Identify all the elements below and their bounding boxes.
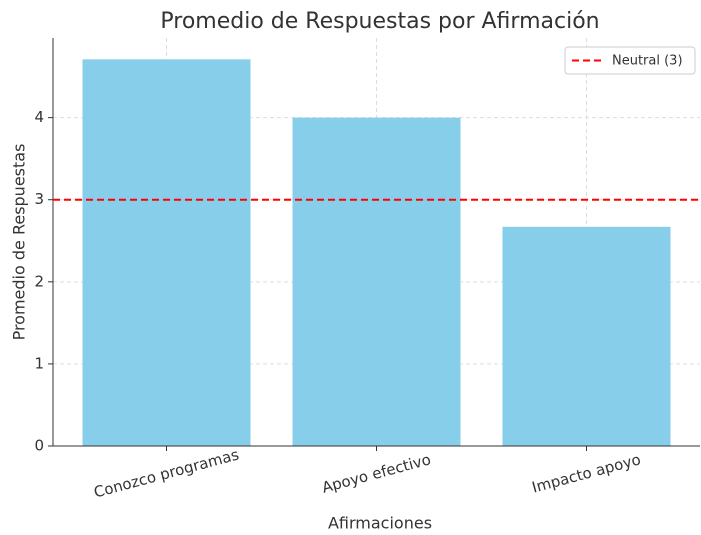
x-axis-label: Afirmaciones bbox=[328, 514, 432, 533]
y-tick-label: 2 bbox=[34, 272, 44, 290]
bar bbox=[82, 59, 251, 447]
bars bbox=[82, 59, 671, 447]
y-tick-label: 3 bbox=[34, 190, 44, 208]
legend-box bbox=[564, 46, 696, 75]
legend: Neutral (3) bbox=[564, 46, 696, 75]
y-tick-label: 1 bbox=[34, 354, 44, 372]
x-tick-label: Apoyo efectivo bbox=[320, 450, 433, 496]
y-tick-label: 0 bbox=[34, 437, 44, 455]
x-tick-label: Conozco programas bbox=[92, 445, 241, 501]
chart-title: Promedio de Respuestas por Afirmación bbox=[160, 9, 599, 34]
y-tick-label: 4 bbox=[34, 108, 44, 126]
legend-label: Neutral (3) bbox=[612, 54, 683, 69]
bar bbox=[292, 117, 461, 447]
x-tick-label: Impacto apoyo bbox=[530, 450, 643, 496]
y-axis-label: Promedio de Respuestas bbox=[10, 144, 29, 341]
bar bbox=[502, 226, 671, 446]
